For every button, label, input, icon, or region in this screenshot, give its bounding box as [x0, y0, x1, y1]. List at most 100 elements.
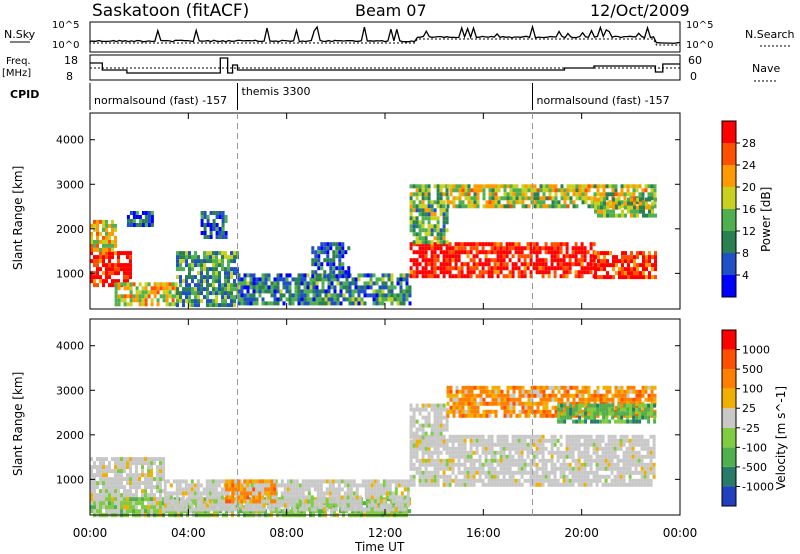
range-gate-cell — [144, 457, 147, 462]
range-gate-cell — [457, 482, 461, 487]
range-gate-cell — [147, 505, 150, 510]
range-gate-cell — [397, 479, 401, 484]
range-gate-cell — [627, 259, 630, 264]
range-gate-cell — [405, 289, 409, 294]
range-gate-cell — [463, 462, 467, 467]
range-gate-cell — [653, 188, 657, 193]
range-gate-cell — [580, 474, 584, 479]
range-gate-cell — [288, 289, 292, 294]
range-gate-cell — [347, 266, 351, 271]
range-gate-cell — [156, 481, 159, 486]
range-gate-cell — [214, 503, 218, 508]
range-gate-cell — [295, 491, 299, 496]
range-gate-cell — [629, 184, 633, 189]
range-gate-cell — [111, 223, 114, 228]
range-gate-cell — [276, 281, 280, 286]
range-gate-cell — [421, 246, 425, 251]
range-gate-cell — [427, 419, 431, 424]
range-gate-cell — [565, 242, 569, 247]
range-gate-cell — [439, 262, 443, 267]
range-gate-cell — [258, 499, 262, 504]
range-gate-cell — [105, 247, 108, 252]
range-gate-cell — [646, 454, 650, 459]
range-gate-cell — [135, 485, 138, 490]
range-gate-cell — [256, 503, 260, 508]
range-gate-cell — [586, 262, 590, 267]
range-gate-cell — [430, 270, 434, 275]
range-gate-cell — [323, 270, 327, 275]
range-gate-cell — [372, 273, 376, 278]
range-gate-cell — [418, 250, 422, 255]
range-gate-cell — [436, 435, 440, 440]
range-gate-cell — [550, 246, 554, 251]
range-gate-cell — [162, 286, 166, 291]
range-gate-cell — [642, 275, 645, 280]
range-gate-cell — [347, 270, 351, 275]
range-gate-cell — [96, 465, 99, 470]
range-gate-cell — [212, 211, 216, 215]
range-gate-cell — [482, 204, 486, 209]
range-gate-cell — [616, 474, 620, 479]
range-gate-cell — [175, 491, 179, 496]
range-gate-cell — [542, 389, 546, 394]
range-gate-cell — [542, 184, 546, 189]
range-gate-cell — [90, 469, 93, 474]
range-gate-cell — [624, 205, 627, 210]
range-gate-cell — [509, 401, 513, 406]
range-gate-cell — [108, 251, 111, 256]
range-gate-cell — [381, 293, 385, 298]
range-gate-cell — [217, 479, 221, 484]
range-gate-cell — [381, 297, 385, 302]
range-gate-cell — [463, 274, 467, 279]
range-gate-cell — [635, 397, 639, 402]
range-gate-cell — [117, 286, 121, 291]
range-gate-cell — [637, 450, 641, 455]
range-gate-cell — [369, 501, 372, 506]
range-gate-cell — [430, 216, 434, 221]
range-gate-cell — [96, 509, 99, 514]
range-gate-cell — [179, 279, 182, 284]
range-gate-cell — [194, 303, 197, 308]
range-gate-cell — [424, 212, 428, 217]
range-gate-cell — [258, 293, 262, 298]
range-gate-cell — [439, 423, 443, 428]
range-gate-cell — [556, 482, 560, 487]
range-gate-cell — [93, 275, 96, 280]
range-gate-cell — [187, 483, 191, 488]
range-gate-cell — [577, 250, 581, 255]
range-gate-cell — [494, 413, 498, 418]
range-gate-cell — [482, 196, 486, 201]
range-gate-cell — [156, 473, 159, 478]
range-gate-cell — [424, 250, 428, 255]
range-gate-cell — [231, 487, 235, 492]
range-gate-cell — [586, 474, 590, 479]
range-gate-cell — [424, 228, 428, 233]
range-gate-cell — [451, 434, 455, 439]
range-gate-cell — [446, 200, 450, 205]
range-gate-cell — [357, 301, 361, 306]
range-gate-cell — [476, 405, 480, 410]
range-gate-cell — [550, 266, 554, 271]
range-gate-cell — [301, 491, 305, 496]
range-gate-cell — [230, 255, 233, 260]
range-gate-cell — [544, 470, 548, 475]
range-gate-cell — [460, 450, 464, 455]
range-gate-cell — [279, 277, 283, 282]
range-gate-cell — [268, 507, 272, 512]
range-gate-cell — [307, 507, 311, 512]
range-gate-cell — [580, 470, 584, 475]
range-gate-cell — [512, 192, 516, 197]
range-gate-cell — [390, 301, 394, 306]
range-gate-cell — [535, 250, 539, 255]
range-gate-cell — [249, 293, 253, 298]
range-gate-cell — [415, 270, 419, 275]
range-gate-cell — [306, 281, 310, 286]
range-gate-cell — [491, 204, 495, 209]
range-gate-cell — [575, 204, 579, 209]
range-gate-cell — [93, 465, 96, 470]
range-gate-cell — [230, 271, 233, 276]
range-gate-cell — [400, 483, 404, 488]
range-gate-cell — [126, 275, 129, 280]
range-gate-cell — [649, 462, 653, 467]
range-gate-cell — [218, 263, 221, 268]
